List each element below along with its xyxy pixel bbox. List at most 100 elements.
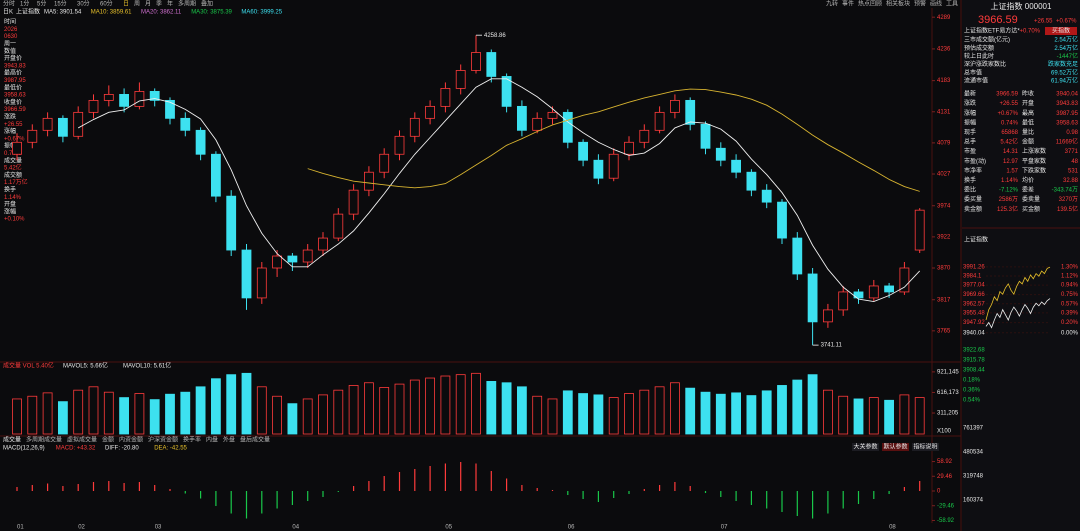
toolbar-tab[interactable]: 5分 [37, 0, 46, 8]
quote-label: 委差 [1022, 186, 1034, 194]
indicator-tab[interactable]: 内资金额 [119, 436, 143, 444]
quote-value: 2586万 [999, 196, 1018, 203]
indicator-tab[interactable]: 多周期成交量 [26, 436, 62, 444]
indicator-tab[interactable]: 成交量 [3, 436, 21, 444]
quote-label: 委买量 [964, 195, 982, 203]
intraday-tick-label: 3977.04 [963, 283, 985, 289]
volume-bar [180, 391, 191, 435]
toolbar-tab[interactable]: 15分 [54, 0, 67, 8]
candle-body [88, 99, 99, 113]
intraday-pct-label: 0.00% [1061, 330, 1079, 336]
toolbar-tab[interactable]: 季 [156, 0, 162, 8]
param-button-label[interactable]: 默认参数 [883, 443, 907, 451]
candle-body [103, 94, 114, 101]
volume-bar [486, 381, 497, 435]
indicator-tab[interactable]: 金额 [102, 436, 114, 444]
volume-tick-label: 311,205 [937, 411, 959, 417]
summary-value: 2.54万亿 [1054, 44, 1078, 52]
toolbar-tab[interactable]: 1分 [20, 0, 29, 8]
date-label: 04 [292, 525, 299, 531]
volume-bar [562, 390, 573, 435]
toolbar-tab[interactable]: 30分 [77, 0, 90, 8]
indicator-tab[interactable]: 内盘 [206, 436, 218, 444]
candle-body [119, 94, 129, 107]
candle-body [226, 195, 237, 251]
toolbar-tab[interactable]: 周 [134, 1, 140, 8]
volume-bar [134, 393, 145, 435]
volume-bar [73, 389, 84, 435]
intraday-pct-label: 0.75% [1061, 292, 1079, 298]
tool-button[interactable]: 相关板块 [886, 0, 910, 8]
candle-body [134, 91, 145, 107]
param-button[interactable] [912, 443, 939, 451]
tool-button[interactable]: 热点回顾 [858, 0, 882, 8]
info-text: +0.67% [4, 136, 25, 142]
intraday-pct-label: 0.57% [1061, 301, 1079, 307]
toolbar-tab[interactable]: 60分 [100, 0, 113, 8]
volume-tick-label: 616,173 [937, 390, 959, 396]
toolbar-tab[interactable]: 月 [145, 1, 151, 8]
toolbar-tab[interactable]: 多周期 [178, 0, 196, 8]
quote-label: 市盈(动) [964, 157, 986, 165]
tool-button[interactable]: 工具 [946, 1, 958, 8]
unit-label: X100 [937, 429, 952, 435]
volume-bar [12, 398, 22, 435]
buy-button[interactable] [1045, 27, 1077, 35]
intraday-pct-label: 0.39% [1061, 310, 1079, 316]
price-tick-label: 3870 [937, 266, 951, 272]
volume-bar [547, 398, 558, 435]
quote-label: 委卖量 [1022, 195, 1040, 203]
tool-button[interactable]: 画线 [930, 0, 942, 8]
candle-body [471, 52, 481, 71]
volume-bar [914, 397, 925, 435]
volume-bar [363, 382, 374, 435]
info-text: 1.14% [4, 195, 22, 201]
macd-legend: DEA: -42.55 [154, 446, 187, 452]
volume-bar [823, 389, 833, 435]
volume-bar [210, 378, 221, 435]
volume-bar [685, 387, 696, 435]
volume-bar [777, 385, 787, 435]
macd-legend: DIFF: -20.80 [105, 446, 139, 452]
intraday-volume-label: 160374 [963, 498, 984, 504]
intraday-pct-label: 1.12% [1061, 274, 1079, 280]
param-button[interactable] [882, 443, 909, 451]
date-label: 07 [721, 525, 728, 531]
buy-button-label[interactable]: 买指数 [1052, 27, 1070, 35]
quote-value: 5.42亿 [1000, 138, 1018, 146]
quote-value: 3987.95 [1056, 111, 1078, 117]
volume-bar [88, 386, 99, 435]
param-button-label[interactable]: 指标说明 [913, 443, 937, 451]
intraday-volume-label: 480534 [963, 450, 984, 456]
candle-body [914, 209, 925, 251]
candle-body [639, 129, 650, 143]
quote-value: 0.98 [1066, 130, 1078, 136]
indicator-tab[interactable]: 盘后成交量 [240, 436, 270, 444]
intraday-volume-label: 761397 [963, 426, 984, 432]
tool-button[interactable]: 事件 [842, 0, 854, 8]
indicator-tab[interactable]: 虚拟成交量 [67, 436, 97, 444]
quote-label: 委比 [964, 186, 976, 194]
info-text: 时间 [4, 18, 16, 26]
candle-body [823, 309, 833, 323]
toolbar-tab[interactable]: 年 [167, 0, 173, 8]
candle-body [838, 291, 849, 311]
toolbar-tab[interactable]: 叠加 [201, 0, 213, 8]
tool-button[interactable]: 九转 [826, 0, 838, 8]
tool-button[interactable]: 预警 [914, 0, 926, 8]
toolbar-tab[interactable]: 日 [123, 1, 129, 8]
toolbar-tab[interactable]: 分时 [3, 0, 15, 8]
param-button[interactable] [852, 443, 879, 451]
candle-body [715, 147, 726, 161]
macd-tick-label: -29.46 [937, 503, 955, 509]
quote-value: 32.88 [1063, 178, 1079, 184]
quote-pct: +0.67% [1056, 19, 1077, 25]
intraday-tick-label: 3955.48 [963, 310, 985, 316]
info-text: 涨幅 [4, 127, 16, 135]
indicator-tab[interactable]: 换手率 [183, 436, 201, 444]
param-button-label[interactable]: 大关参数 [853, 443, 877, 451]
quote-value: 139.5亿 [1057, 205, 1078, 213]
indicator-tab[interactable]: 沪深资金额 [148, 436, 178, 444]
indicator-tab[interactable]: 外盘 [223, 436, 235, 444]
